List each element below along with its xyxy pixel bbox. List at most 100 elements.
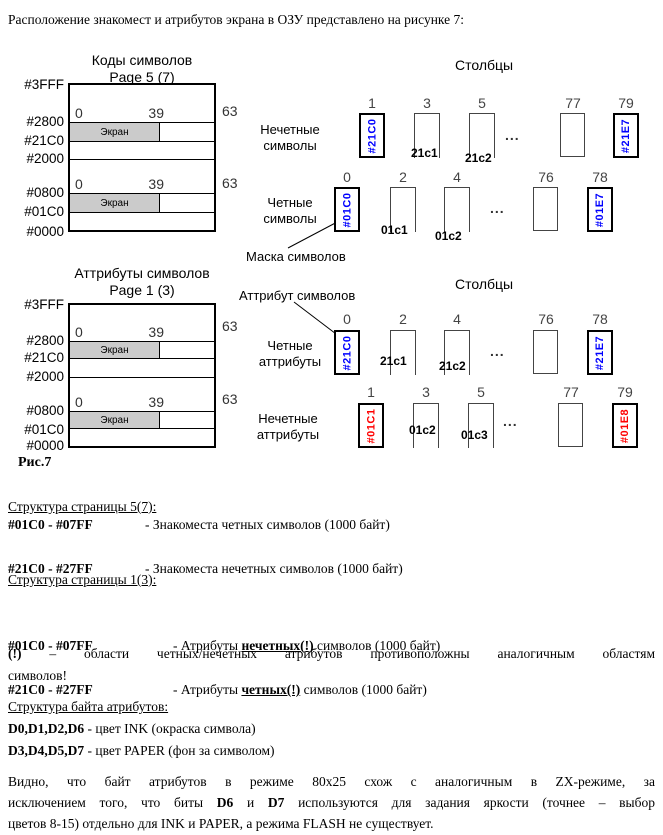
- note-line: символов!: [8, 668, 67, 683]
- column-number: 1: [367, 384, 375, 400]
- address-label: #0000: [26, 224, 64, 239]
- column-number: 3: [423, 95, 431, 111]
- column-index-start: 0: [75, 324, 83, 340]
- map-section: 0 39: [70, 377, 214, 411]
- column-number: 79: [618, 95, 634, 111]
- cell-address-label: #01C1: [365, 408, 378, 443]
- address-label: #0800: [26, 185, 64, 200]
- column-number: 2: [399, 311, 407, 327]
- ellipsis: ...: [490, 200, 505, 216]
- bits-line: D0,D1,D2,D6 - цвет INK (окраска символа): [8, 721, 256, 736]
- memory-map-symbols-title: Коды символов Page 5 (7): [68, 52, 216, 86]
- connector-line-mask: [287, 219, 342, 249]
- map-section: [70, 428, 214, 444]
- cell-address-label: #21C0: [341, 335, 354, 370]
- cell-sublabel: 21c1: [380, 354, 407, 368]
- address-label: #2000: [26, 369, 64, 384]
- screen-band: Экран: [70, 123, 160, 141]
- column-box: [533, 330, 558, 374]
- column-box-last: #21E7: [613, 113, 639, 158]
- column-box: [390, 187, 416, 232]
- map-screen-row: Экран: [70, 411, 214, 428]
- address-label: #0800: [26, 403, 64, 418]
- byte-count-label: 63: [222, 175, 238, 191]
- cell-sublabel: 01c2: [435, 229, 462, 243]
- map-page-label: Page 1 (3): [109, 282, 175, 298]
- range-description: - Атрибуты четных(!) символов (1000 байт…: [173, 682, 427, 697]
- column-box-last: #01E7: [587, 187, 613, 232]
- map-screen-row: Экран: [70, 122, 214, 141]
- intro-text: Расположение знакомест и атрибутов экран…: [8, 12, 465, 27]
- column-number: 0: [343, 311, 351, 327]
- section-heading: Структура страницы 5(7):: [8, 499, 157, 514]
- row-label-even-symbols: Четные символы: [263, 195, 317, 226]
- column-box-first: #01C0: [334, 187, 360, 232]
- address-label: #2800: [26, 333, 64, 348]
- column-number: 78: [592, 169, 608, 185]
- address-label: #01C0: [24, 204, 64, 219]
- cell-address-label: #21E7: [620, 118, 632, 153]
- cell-sublabel: 21c1: [411, 146, 438, 160]
- address-label: #0000: [26, 438, 64, 453]
- cell-address-label: #01E7: [594, 192, 606, 227]
- memory-map-attributes: 0 39 Экран 0 39 Экран: [68, 303, 216, 448]
- column-box-first: #01C1: [358, 403, 384, 448]
- map-section: [70, 212, 214, 230]
- annotation-lines: [287, 219, 345, 341]
- screen-band: Экран: [70, 194, 160, 212]
- attribute-annotation: Аттрибут символов: [239, 288, 356, 303]
- column-number: 3: [422, 384, 430, 400]
- column-box-last: #01E8: [612, 403, 638, 448]
- column-index-end: 39: [148, 105, 164, 121]
- column-box: [469, 113, 495, 158]
- columns-heading: Столбцы: [455, 276, 514, 292]
- cell-sublabel: 01c3: [461, 428, 488, 442]
- paragraph-line: Видно, что байт атрибутов в режиме 80x25…: [8, 774, 655, 789]
- ellipsis: ...: [505, 127, 520, 143]
- note-line: (!) – области четных/нечетных атрибутов …: [8, 646, 655, 661]
- map-screen-row: Экран: [70, 341, 214, 358]
- column-number: 4: [453, 169, 461, 185]
- address-label: #3FFF: [24, 77, 64, 92]
- column-box: [444, 330, 470, 375]
- memory-map-attributes-title: Аттрибуты символов Page 1 (3): [60, 265, 224, 299]
- screen-band: Экран: [70, 412, 160, 428]
- column-box: [414, 113, 440, 158]
- map-title: Коды символов: [91, 52, 193, 68]
- section-heading: Структура байта атрибутов:: [8, 699, 169, 714]
- row-label-odd-attributes: Нечетные аттрибуты: [256, 411, 320, 442]
- address-range-row: #01C0 - #07FF - Атрибуты нечетных(!) сим…: [8, 637, 655, 659]
- cell-address-label: #01C0: [341, 192, 354, 227]
- column-index-start: 0: [75, 176, 83, 192]
- mask-annotation: Маска символов: [246, 249, 346, 264]
- cell-sublabel: 01c1: [381, 223, 408, 237]
- address-range-row: #21C0 - #27FF - Атрибуты четных(!) симво…: [8, 681, 655, 703]
- address-range: #01C0 - #07FF: [8, 638, 93, 653]
- column-number: 5: [477, 384, 485, 400]
- screen-label: Экран: [100, 197, 129, 209]
- address-label: #21C0: [24, 350, 64, 365]
- range-description: - Атрибуты нечетных(!) символов (1000 ба…: [173, 638, 441, 653]
- address-range-row: #21C0 - #27FF - Знакоместа нечетных симв…: [8, 560, 655, 582]
- column-box: [558, 403, 583, 447]
- map-section: [70, 358, 214, 377]
- column-box: [444, 187, 470, 232]
- column-box: [468, 403, 494, 448]
- column-box-first: #21C0: [334, 330, 360, 375]
- cell-address-label: #21E7: [594, 335, 606, 370]
- column-box: [560, 113, 585, 157]
- address-label: #01C0: [24, 422, 64, 437]
- cell-address-label: #01E8: [619, 408, 631, 443]
- map-page-label: Page 5 (7): [109, 69, 175, 85]
- column-number: 76: [538, 311, 554, 327]
- column-index-start: 0: [75, 105, 83, 121]
- figure-caption: Рис.7: [18, 455, 52, 470]
- map-title: Аттрибуты символов: [74, 265, 210, 281]
- screen-label: Экран: [100, 344, 129, 356]
- column-box: [533, 187, 558, 231]
- column-number: 79: [617, 384, 633, 400]
- address-label: #2000: [26, 151, 64, 166]
- note-paragraph: (!) – области четных/нечетных атрибутов …: [8, 643, 655, 687]
- address-range: #21C0 - #27FF: [8, 561, 93, 576]
- column-box-last: #21E7: [587, 330, 613, 375]
